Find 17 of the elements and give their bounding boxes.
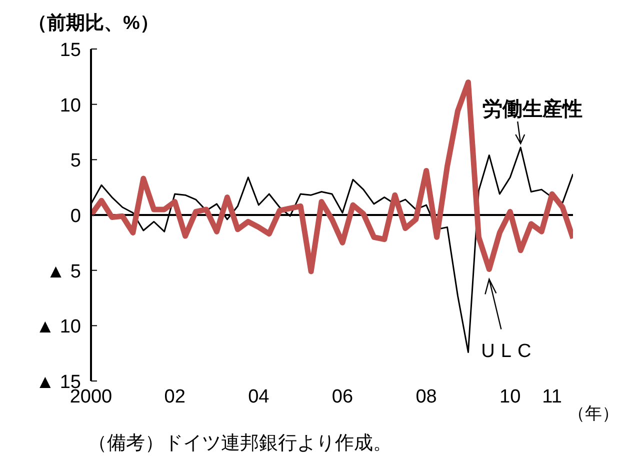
y-tick-label: 15	[60, 40, 81, 61]
x-axis-title: （年）	[568, 403, 618, 425]
y-tick-label: 5	[70, 150, 81, 172]
y-tick-label: 0	[70, 206, 81, 227]
x-tick-label: 04	[248, 386, 270, 408]
x-tick-label: 02	[164, 386, 186, 408]
y-tick-label: ▲ 10	[36, 316, 81, 338]
y-tick-label: ▲ 5	[46, 261, 81, 282]
x-tick-label: 06	[332, 386, 354, 408]
text: （備考）ドイツ連邦銀行より作成。	[88, 432, 392, 456]
x-tick-label: 08	[416, 386, 437, 408]
series-label: 労働生産性	[482, 97, 583, 120]
y-tick-label: 10	[60, 95, 81, 116]
x-tick-label: 10	[500, 386, 521, 408]
text: ULC	[481, 341, 538, 362]
x-tick-label: 11	[542, 386, 562, 408]
y-axis-title: （前期比、%）	[28, 12, 159, 36]
